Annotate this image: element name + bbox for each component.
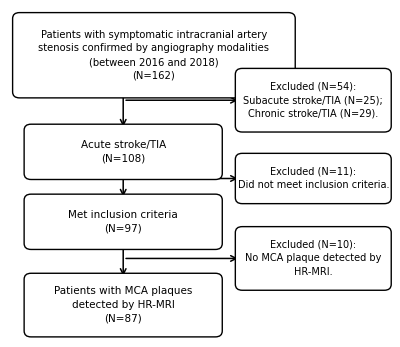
Text: Met inclusion criteria
(N=97): Met inclusion criteria (N=97) (68, 210, 178, 234)
FancyBboxPatch shape (235, 68, 391, 132)
FancyBboxPatch shape (24, 273, 222, 337)
Text: Acute stroke/TIA
(N=108): Acute stroke/TIA (N=108) (80, 140, 166, 164)
FancyBboxPatch shape (13, 12, 295, 98)
Text: Patients with MCA plaques
detected by HR-MRI
(N=87): Patients with MCA plaques detected by HR… (54, 287, 192, 324)
FancyBboxPatch shape (24, 124, 222, 179)
FancyBboxPatch shape (24, 194, 222, 249)
Text: Excluded (N=10):
No MCA plaque detected by
HR-MRI.: Excluded (N=10): No MCA plaque detected … (245, 240, 382, 277)
Text: Excluded (N=54):
Subacute stroke/TIA (N=25);
Chronic stroke/TIA (N=29).: Excluded (N=54): Subacute stroke/TIA (N=… (244, 82, 383, 119)
Text: Excluded (N=11):
Did not meet inclusion criteria.: Excluded (N=11): Did not meet inclusion … (238, 167, 389, 190)
FancyBboxPatch shape (235, 153, 391, 204)
Text: Patients with symptomatic intracranial artery
stenosis confirmed by angiography : Patients with symptomatic intracranial a… (38, 30, 270, 81)
FancyBboxPatch shape (235, 227, 391, 290)
